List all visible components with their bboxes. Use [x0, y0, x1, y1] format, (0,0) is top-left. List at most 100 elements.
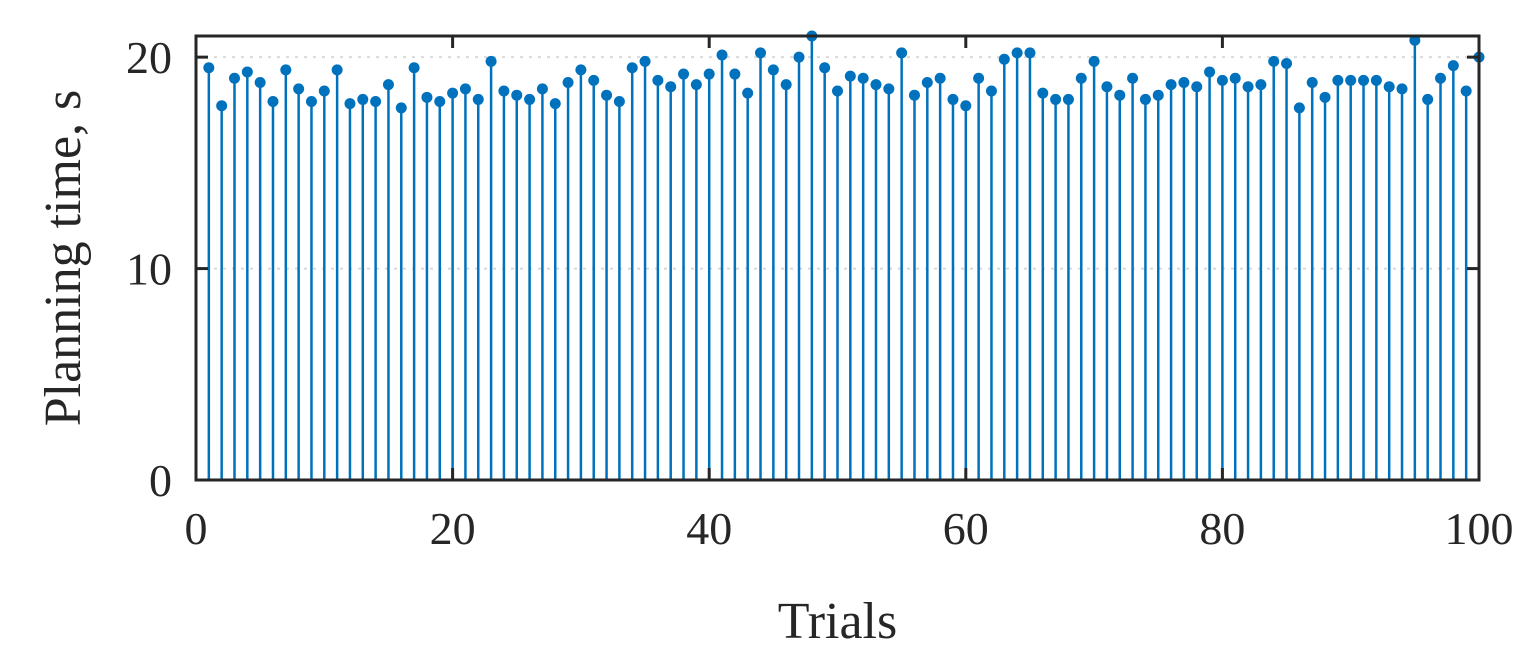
stem-marker: [1229, 72, 1241, 84]
stem-marker: [601, 89, 613, 101]
stem-marker: [780, 79, 792, 91]
stem-marker: [755, 47, 767, 59]
x-tick-label: 80: [1199, 503, 1245, 554]
stem-marker: [716, 49, 728, 61]
stem-marker: [472, 93, 484, 105]
stem-marker: [1460, 85, 1472, 97]
stem-marker: [613, 96, 625, 108]
stem-marker: [1088, 55, 1100, 67]
y-tick-label: 10: [126, 244, 172, 295]
stem-marker: [947, 93, 959, 105]
stem-marker: [626, 62, 638, 74]
stem-marker: [908, 89, 920, 101]
stem-marker: [511, 89, 523, 101]
stem-marker: [536, 83, 548, 95]
y-axis-label: Planning time, s: [35, 90, 92, 427]
stem-marker: [524, 93, 536, 105]
stem-marker: [434, 96, 446, 108]
stem-marker: [652, 74, 664, 86]
stem-marker: [549, 98, 561, 110]
stem-marker: [1191, 81, 1203, 93]
stem-marker: [870, 79, 882, 91]
stem-marker: [1281, 57, 1293, 69]
stem-marker: [1165, 79, 1177, 91]
stem-marker: [382, 79, 394, 91]
stem-marker: [934, 72, 946, 84]
stem-marker: [588, 74, 600, 86]
stem-marker: [1216, 74, 1228, 86]
stem-marker: [485, 55, 497, 67]
stem-marker: [1435, 72, 1447, 84]
stem-marker: [1062, 93, 1074, 105]
stem-marker: [305, 96, 317, 108]
stem-marker: [357, 93, 369, 105]
stem-marker: [767, 64, 779, 76]
stem-marker: [203, 62, 215, 74]
stem-marker: [793, 51, 805, 63]
stem-marker: [1383, 81, 1395, 93]
stem-marker: [459, 83, 471, 95]
stem-marker: [639, 55, 651, 67]
x-tick-label: 20: [430, 503, 476, 554]
stem-marker: [1293, 102, 1305, 114]
stem-marker: [447, 87, 459, 99]
stem-marker: [1332, 74, 1344, 86]
stem-marker: [1345, 74, 1357, 86]
stem-marker: [857, 72, 869, 84]
stem-marker: [973, 72, 985, 84]
plot-area-frame: [194, 34, 1481, 482]
stem-marker: [1114, 89, 1126, 101]
stem-marker: [1396, 83, 1408, 95]
stem-marker: [575, 64, 587, 76]
axis-ticks: [194, 36, 1481, 482]
stem-marker: [1242, 81, 1254, 93]
stem-marker: [216, 100, 228, 112]
y-tick-label: 20: [126, 32, 172, 83]
stem-marker: [293, 83, 305, 95]
stem-marker: [1152, 89, 1164, 101]
stem-marker: [344, 98, 356, 110]
stem-marker: [280, 64, 292, 76]
x-tick-label: 40: [686, 503, 732, 554]
stem-marker: [998, 53, 1010, 65]
stem-marker: [1050, 93, 1062, 105]
stem-marker: [678, 68, 690, 80]
stem-marker: [318, 85, 330, 97]
stem-marker: [729, 68, 741, 80]
stem-marker: [228, 72, 240, 84]
stem-marker: [408, 62, 420, 74]
x-axis-label: Trials: [778, 593, 897, 650]
stem-marker: [921, 77, 933, 89]
stem-marker: [960, 100, 972, 112]
stem-marker: [1422, 93, 1434, 105]
stem-marker: [832, 85, 843, 97]
stem-marker: [1358, 74, 1370, 86]
tick-labels: 0 20 40 60 80 100 0 10 20: [126, 32, 1514, 554]
stem-marker: [1024, 47, 1036, 59]
stem-marker: [267, 96, 279, 108]
stem-marker: [241, 66, 253, 78]
stem-marker: [1139, 93, 1151, 105]
stem-marker: [1127, 72, 1139, 84]
stem-marker: [690, 79, 702, 91]
stem-marker: [331, 64, 343, 76]
stem-marker: [703, 68, 715, 80]
stem-marker: [1268, 55, 1280, 67]
x-tick-label: 0: [185, 503, 208, 554]
stem-marker: [370, 96, 382, 108]
stem-marker: [665, 81, 677, 93]
stem-marker: [395, 102, 407, 114]
stem-series: [203, 30, 1485, 480]
stem-marker: [1306, 77, 1318, 89]
stem-marker: [1319, 91, 1331, 103]
stem-marker: [1447, 60, 1459, 72]
stem-marker: [985, 85, 997, 97]
stem-marker: [896, 47, 908, 59]
stem-marker: [1101, 81, 1113, 93]
stem-marker: [421, 91, 433, 103]
stem-marker: [1255, 79, 1267, 91]
stem-marker: [1011, 47, 1023, 59]
stem-marker: [1037, 87, 1049, 99]
stem-marker: [254, 77, 266, 89]
